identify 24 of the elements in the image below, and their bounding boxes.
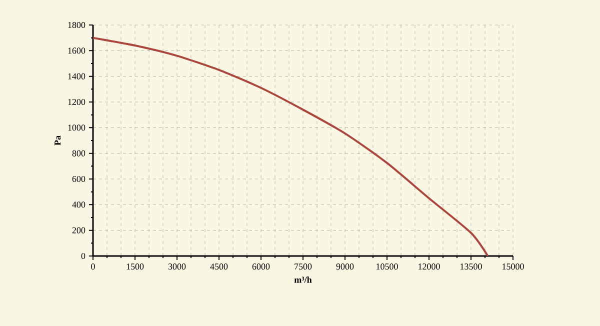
y-tick-label: 600 [72,176,86,182]
x-tick-label: 6000 [252,264,270,270]
x-tick-label: 9000 [336,264,354,270]
y-axis-title: Pa [54,136,61,146]
y-tick-label: 0 [81,252,86,260]
x-tick-label: 4500 [210,264,228,270]
x-tick-label: 3000 [168,264,186,270]
y-tick-label: 1400 [68,73,86,80]
x-axis-title: m³/h [294,276,312,283]
y-tick-label: 1800 [68,22,86,28]
x-tick-label: 7500 [294,264,312,270]
y-tick-label: 200 [72,227,86,234]
x-tick-label: 12000 [418,264,440,270]
y-tick-label: 1000 [68,124,86,131]
y-tick-label: 1200 [68,98,86,106]
y-tick-label: 800 [72,150,86,156]
x-tick-label: 13500 [460,264,482,270]
x-tick-label: 0 [91,264,95,270]
x-tick-label: 1500 [126,264,144,270]
y-tick-label: 400 [72,202,86,208]
x-tick-label: 15000 [502,264,524,270]
x-tick-label: 10500 [376,264,398,270]
y-tick-label: 1600 [68,48,86,54]
line-series [93,36,489,256]
